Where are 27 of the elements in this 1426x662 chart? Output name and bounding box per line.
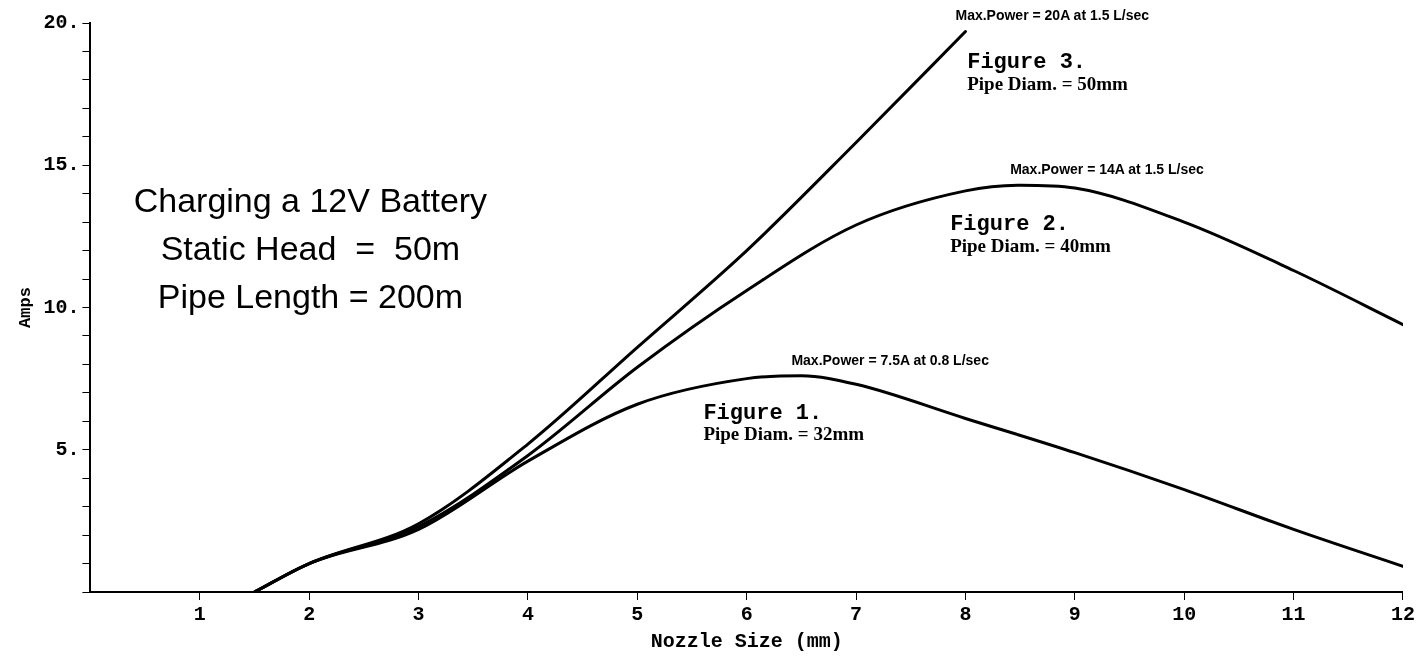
y-tick-label: 20. bbox=[43, 11, 80, 35]
x-axis-title: Nozzle Size (mm) bbox=[650, 630, 843, 654]
x-tick-label: 4 bbox=[521, 603, 534, 627]
annotation: Max.Power = 7.5A at 0.8 L/sec bbox=[791, 351, 990, 368]
x-tick-label: 7 bbox=[850, 603, 863, 627]
y-tick-label: 15. bbox=[43, 153, 80, 177]
annotation: Figure 1. Pipe Diam. = 32mm bbox=[703, 400, 865, 445]
x-tick-label: 8 bbox=[959, 603, 972, 627]
x-tick-label: 9 bbox=[1068, 603, 1081, 627]
y-tick-label: 5. bbox=[55, 437, 80, 461]
annotation: Charging a 12V Battery bbox=[133, 181, 488, 220]
x-tick-label: 5 bbox=[631, 603, 644, 627]
x-tick-label: 3 bbox=[412, 603, 425, 627]
annotation: Static Head = 50m bbox=[160, 229, 461, 268]
annotation: Max.Power = 20A at 1.5 L/sec bbox=[955, 7, 1150, 24]
x-tick-label: 11 bbox=[1281, 603, 1306, 627]
annotation: Figure 2. Pipe Diam. = 40mm bbox=[950, 212, 1112, 257]
x-tick-label: 6 bbox=[740, 603, 753, 627]
annotation: Max.Power = 14A at 1.5 L/sec bbox=[1010, 161, 1205, 178]
x-tick-label: 2 bbox=[303, 603, 316, 627]
annotation: Figure 3. Pipe Diam. = 50mm bbox=[967, 50, 1129, 94]
x-tick-label: 1 bbox=[193, 603, 206, 627]
y-tick-label: 10. bbox=[43, 295, 80, 319]
y-axis-title: Amps bbox=[16, 287, 36, 328]
annotation: Pipe Length = 200m bbox=[157, 277, 464, 316]
x-tick-label: 10 bbox=[1172, 603, 1197, 627]
x-tick-label: 12 bbox=[1390, 603, 1416, 627]
